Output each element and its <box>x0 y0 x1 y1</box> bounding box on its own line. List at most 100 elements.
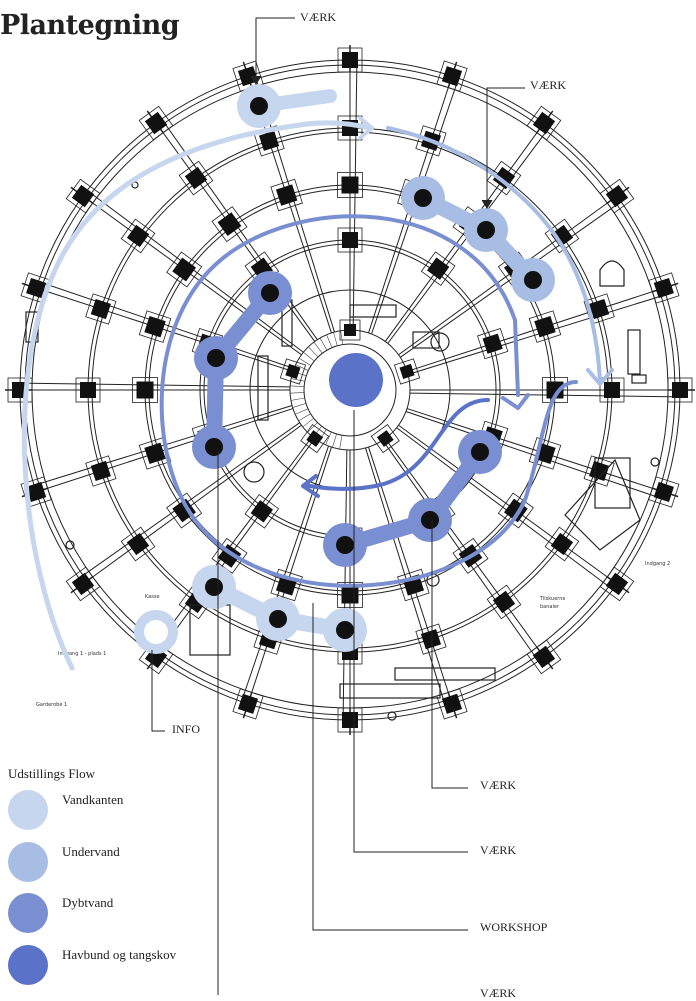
flow-arrow-inner-head <box>501 393 530 410</box>
callout-leaders <box>151 17 525 995</box>
station-dybtvand-dot <box>336 536 354 554</box>
legend-item-undervand: Undervand <box>8 842 218 882</box>
pillar-outer <box>65 566 101 602</box>
legend-item-dybtvand: Dybtvand <box>8 893 218 933</box>
callout-vaerk-upper-right: VÆRK <box>530 78 567 92</box>
station-undervand-dot <box>477 221 495 239</box>
stair-step <box>298 357 312 366</box>
stair-step <box>290 392 305 394</box>
flow-arrow-outer <box>21 120 373 671</box>
legend-swatch <box>8 945 48 985</box>
stair-step <box>332 433 337 448</box>
pillar-outer <box>648 476 680 508</box>
stair-step <box>290 397 305 401</box>
svg-text:Tilskuerne: Tilskuerne <box>539 596 565 602</box>
flow-arrows <box>21 116 614 671</box>
station-havbund-center <box>329 353 383 407</box>
stair-step <box>295 364 309 371</box>
stair-step <box>295 408 309 415</box>
stair-step <box>326 334 333 348</box>
stair-step <box>339 435 343 450</box>
legend-swatch <box>8 893 48 933</box>
central-stair <box>290 330 344 450</box>
pillar-stair <box>339 319 361 341</box>
pillar-stair <box>300 424 330 454</box>
station-dybtvand-dot <box>421 511 439 529</box>
flow-arrow-core <box>303 398 490 491</box>
pillar-outer <box>599 178 635 214</box>
station-undervand-dot <box>414 189 432 207</box>
pillar-outer <box>667 377 693 403</box>
pillar-outer <box>648 272 680 304</box>
legend-label: Undervand <box>62 844 120 859</box>
station-vandkanten-dot <box>269 610 287 628</box>
pillars <box>7 47 693 733</box>
pillar-core <box>477 328 509 360</box>
radial-wall <box>241 445 329 702</box>
radial-wall <box>35 287 294 372</box>
svg-text:banaler: banaler <box>540 604 560 610</box>
pillar-inner <box>211 206 248 243</box>
callout-info: INFO <box>172 722 201 736</box>
pillar-stair <box>279 358 307 385</box>
flow-arrow-core-head <box>301 474 320 498</box>
station-undervand-dot <box>524 271 542 289</box>
station-dybtvand-dot <box>471 443 489 461</box>
radial-wall <box>150 436 313 654</box>
flow-arrow-inner <box>159 214 578 588</box>
radial-wall <box>352 60 358 331</box>
flow-arrow-outer-head <box>358 116 374 140</box>
pillar-outer <box>337 47 363 73</box>
plan-annotations: Indgang 1 - plads 1 Indgang 2 Tilskuerne… <box>36 561 670 708</box>
pillar-outer <box>436 688 468 720</box>
radial-wall <box>407 294 667 375</box>
pillar-inner <box>138 310 172 343</box>
radial-wall <box>398 195 618 356</box>
legend-item-vandkanten: Vandkanten <box>8 790 218 830</box>
stair-step <box>333 332 338 346</box>
pillar-middle <box>486 160 522 196</box>
pillar-stair <box>393 358 421 385</box>
pillar-inner <box>497 492 534 529</box>
pillar-outer <box>599 566 635 602</box>
pillar-outer <box>232 688 264 720</box>
svg-text:Indgang 2: Indgang 2 <box>645 561 670 567</box>
radial-wall <box>155 438 316 658</box>
callout-vaerk-right-1: VÆRK <box>480 778 517 792</box>
legend-label: Vandkanten <box>62 792 124 807</box>
station-dybtvand-dot <box>205 438 223 456</box>
radial-wall <box>33 405 293 486</box>
svg-text:Kasse: Kasse <box>145 594 160 600</box>
radial-wall <box>82 195 302 356</box>
pillar-core <box>420 251 456 286</box>
radial-wall <box>20 382 291 388</box>
stair-step <box>313 341 323 354</box>
stair-step <box>302 418 314 428</box>
radial-wall <box>396 427 614 590</box>
page-title: Plantegning <box>0 10 180 41</box>
pillar-inner <box>166 251 203 288</box>
pillar-stair <box>370 424 400 454</box>
station-dybtvand-dot <box>261 284 279 302</box>
stair-step <box>319 337 328 351</box>
pillar-middle <box>120 218 156 254</box>
pillar-inner <box>270 178 303 212</box>
callout-vaerk-top: VÆRK <box>300 10 337 24</box>
radial-wall <box>82 424 302 585</box>
radial-wall <box>78 422 300 579</box>
callout-vaerk-bottom: VÆRK <box>480 986 517 1000</box>
radial-wall <box>409 392 680 398</box>
legend-swatch <box>8 842 48 882</box>
station-info-ring <box>144 620 168 644</box>
pillar-middle <box>544 218 580 254</box>
station-vandkanten-dot <box>205 578 223 596</box>
station-vandkanten-top-dot <box>250 97 268 115</box>
radial-wall <box>368 446 453 705</box>
pillar-inner <box>132 377 158 403</box>
pillar-middle <box>486 584 522 620</box>
pillar-outer <box>526 639 562 675</box>
svg-text:Indgang 1 - plads 1: Indgang 1 - plads 1 <box>58 651 106 657</box>
stair-step <box>308 346 319 358</box>
legend-label: Havbund og tangskov <box>62 947 177 962</box>
station-vandkanten-dot <box>336 621 354 639</box>
